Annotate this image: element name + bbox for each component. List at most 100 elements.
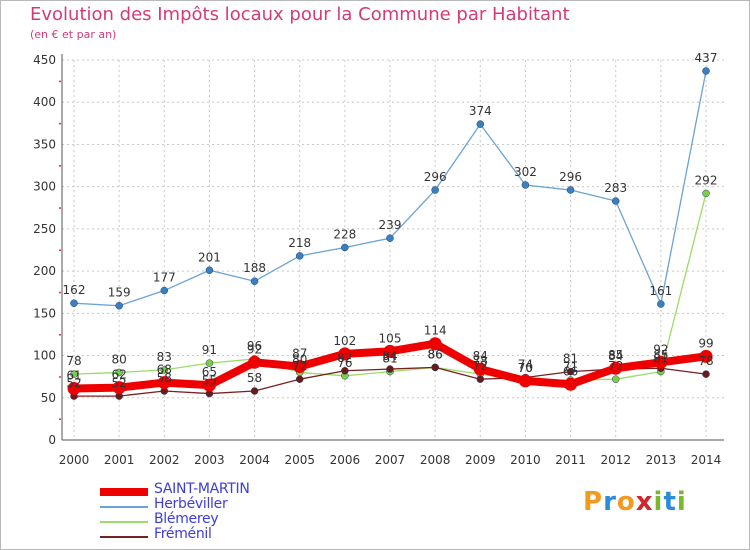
data-point bbox=[699, 349, 713, 363]
data-label: 55 bbox=[202, 374, 217, 388]
data-label: 374 bbox=[469, 104, 492, 118]
data-point bbox=[205, 266, 214, 275]
data-label: 58 bbox=[157, 371, 172, 385]
data-label: 302 bbox=[514, 165, 537, 179]
x-tick-label: 2013 bbox=[646, 453, 677, 467]
data-label: 52 bbox=[66, 376, 81, 390]
data-label: 78 bbox=[473, 354, 488, 368]
y-tick-label: 300 bbox=[33, 180, 56, 194]
data-label: 81 bbox=[653, 352, 668, 366]
data-label: 99 bbox=[698, 336, 713, 350]
data-label: 58 bbox=[247, 371, 262, 385]
y-minor-tick bbox=[59, 249, 61, 252]
y-tick-label: 100 bbox=[33, 349, 56, 363]
data-label: 292 bbox=[695, 173, 718, 187]
data-point bbox=[70, 299, 78, 307]
legend-swatch bbox=[100, 506, 148, 508]
data-label: 102 bbox=[333, 334, 356, 348]
data-point bbox=[609, 361, 623, 375]
legend-swatch bbox=[100, 488, 148, 496]
data-label: 161 bbox=[649, 284, 672, 298]
x-tick-label: 2004 bbox=[239, 453, 270, 467]
x-tick-label: 2003 bbox=[194, 453, 225, 467]
data-label: 66 bbox=[563, 364, 578, 378]
y-minor-tick bbox=[59, 165, 61, 167]
data-label: 76 bbox=[337, 356, 352, 370]
data-label: 92 bbox=[247, 342, 262, 356]
data-point bbox=[341, 243, 349, 252]
y-minor-tick bbox=[59, 376, 61, 378]
data-label: 70 bbox=[518, 361, 533, 375]
data-label: 87 bbox=[292, 347, 307, 361]
data-label: 162 bbox=[63, 283, 86, 297]
data-label: 84 bbox=[608, 349, 623, 363]
x-tick-label: 2011 bbox=[555, 453, 586, 467]
data-point bbox=[657, 300, 665, 308]
data-point bbox=[431, 186, 439, 194]
data-label: 91 bbox=[202, 343, 217, 357]
y-minor-tick bbox=[59, 333, 61, 336]
x-tick-label: 2009 bbox=[465, 453, 496, 467]
y-minor-tick bbox=[59, 207, 61, 209]
data-label: 72 bbox=[608, 359, 623, 373]
data-label: 201 bbox=[198, 250, 221, 264]
x-tick-label: 2006 bbox=[330, 453, 361, 467]
data-label: 65 bbox=[202, 365, 217, 379]
y-minor-tick bbox=[59, 291, 61, 294]
data-label: 81 bbox=[382, 352, 397, 366]
data-label: 218 bbox=[288, 236, 311, 250]
data-point bbox=[521, 181, 530, 189]
x-tick-label: 2010 bbox=[510, 453, 541, 467]
data-label: 85 bbox=[608, 348, 623, 362]
data-point bbox=[67, 381, 81, 395]
data-label: 296 bbox=[424, 170, 447, 184]
y-tick-label: 400 bbox=[33, 95, 56, 109]
data-label: 72 bbox=[473, 359, 488, 373]
data-label: 85 bbox=[653, 348, 668, 362]
data-label: 84 bbox=[473, 349, 488, 363]
legend-label: Herbéviller bbox=[154, 496, 228, 512]
data-point bbox=[160, 366, 169, 374]
data-label: 296 bbox=[559, 170, 582, 184]
data-point bbox=[202, 378, 216, 392]
data-point bbox=[611, 375, 620, 383]
data-label: 78 bbox=[698, 354, 713, 368]
data-point bbox=[250, 387, 259, 395]
data-point bbox=[205, 359, 214, 367]
proxiti-logo: Proxiti bbox=[583, 487, 687, 517]
y-tick-label: 200 bbox=[33, 264, 56, 278]
data-point bbox=[702, 189, 710, 198]
data-label: 105 bbox=[379, 331, 402, 345]
x-tick-label: 2001 bbox=[104, 453, 135, 467]
data-point bbox=[473, 362, 487, 376]
data-label: 239 bbox=[379, 218, 402, 232]
data-label: 159 bbox=[108, 286, 131, 300]
data-label: 83 bbox=[157, 350, 172, 364]
x-tick-label: 2014 bbox=[691, 453, 722, 467]
y-tick-label: 0 bbox=[48, 433, 56, 447]
data-point bbox=[518, 374, 532, 388]
data-point bbox=[702, 67, 710, 75]
data-label: 92 bbox=[653, 342, 668, 356]
data-point bbox=[476, 375, 485, 383]
data-point bbox=[248, 355, 262, 369]
data-point bbox=[112, 381, 126, 395]
data-point bbox=[341, 367, 349, 375]
legend-label: Blémerey bbox=[154, 511, 219, 527]
data-point bbox=[386, 365, 394, 373]
data-label: 82 bbox=[337, 351, 352, 365]
y-minor-tick bbox=[59, 80, 61, 83]
data-label: 61 bbox=[66, 368, 81, 382]
data-point bbox=[564, 377, 578, 391]
y-tick-label: 250 bbox=[33, 222, 56, 236]
data-point bbox=[293, 360, 307, 374]
data-point bbox=[611, 197, 620, 205]
y-tick-label: 50 bbox=[41, 391, 56, 405]
data-label: 80 bbox=[112, 352, 127, 366]
x-tick-label: 2012 bbox=[600, 453, 631, 467]
data-point bbox=[115, 368, 123, 377]
legend-swatch bbox=[100, 536, 148, 538]
legend-swatch bbox=[100, 521, 148, 523]
